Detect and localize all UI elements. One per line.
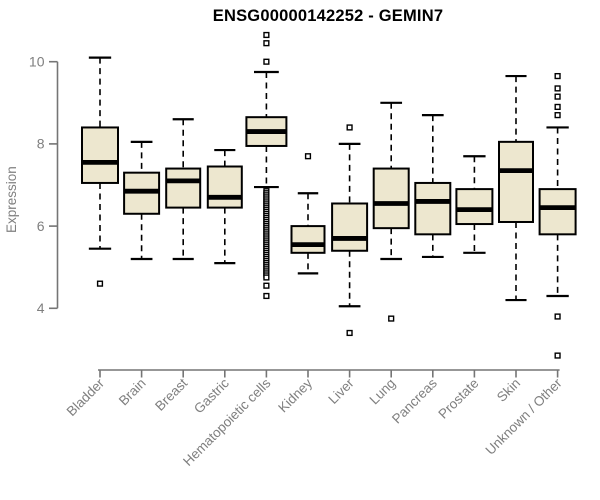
outlier-hematopoietic-cells [263,292,270,300]
box-bladder [81,126,119,184]
x-category-label-skin: Skin [494,376,523,405]
outlier-unknown-other [554,352,561,359]
box-kidney [290,225,326,254]
outlier-unknown-other [554,72,561,80]
box-unknown-other [538,188,577,236]
outlier-hematopoietic-cells [263,40,270,47]
x-category-label-gastric: Gastric [191,375,232,416]
x-category-label-breast: Breast [152,375,190,413]
x-category-label-unknown-other: Unknown / Other [482,375,565,458]
x-category-label-prostate: Prostate [435,376,481,422]
outlier-unknown-other [554,93,561,100]
outlier-hematopoietic-cells [263,274,270,281]
outlier-liver [346,329,353,337]
outlier-unknown-other [554,85,561,92]
box-liver [331,202,369,252]
x-category-label-bladder: Bladder [64,375,108,419]
outlier-kidney [304,153,312,160]
outlier-bladder [96,280,104,287]
x-category-label-pancreas: Pancreas [389,375,440,426]
box-lung [372,167,410,230]
box-pancreas [414,181,452,236]
outlier-hematopoietic-cells [263,282,270,289]
outlier-hematopoietic-cells [263,31,270,39]
x-category-label-brain: Brain [116,376,149,409]
box-skin [498,140,534,223]
outlier-unknown-other [554,313,561,320]
box-breast [165,167,202,209]
outlier-unknown-other [554,103,561,111]
x-category-label-kidney: Kidney [275,375,315,415]
outlier-hematopoietic-cells [263,58,270,65]
x-category-label-liver: Liver [325,375,357,407]
y-tick-label-10: 10 [29,53,45,69]
x-category-label-lung: Lung [366,376,398,408]
y-tick-label-6: 6 [37,218,45,234]
outlier-lung [388,315,395,322]
box-gastric [206,165,243,209]
y-tick-label-8: 8 [37,136,45,152]
y-tick-label-4: 4 [37,300,45,316]
chart-title: ENSG00000142252 - GEMIN7 [212,7,444,25]
box-prostate [455,188,494,226]
outlier-unknown-other [554,112,561,119]
outlier-liver [346,124,353,131]
